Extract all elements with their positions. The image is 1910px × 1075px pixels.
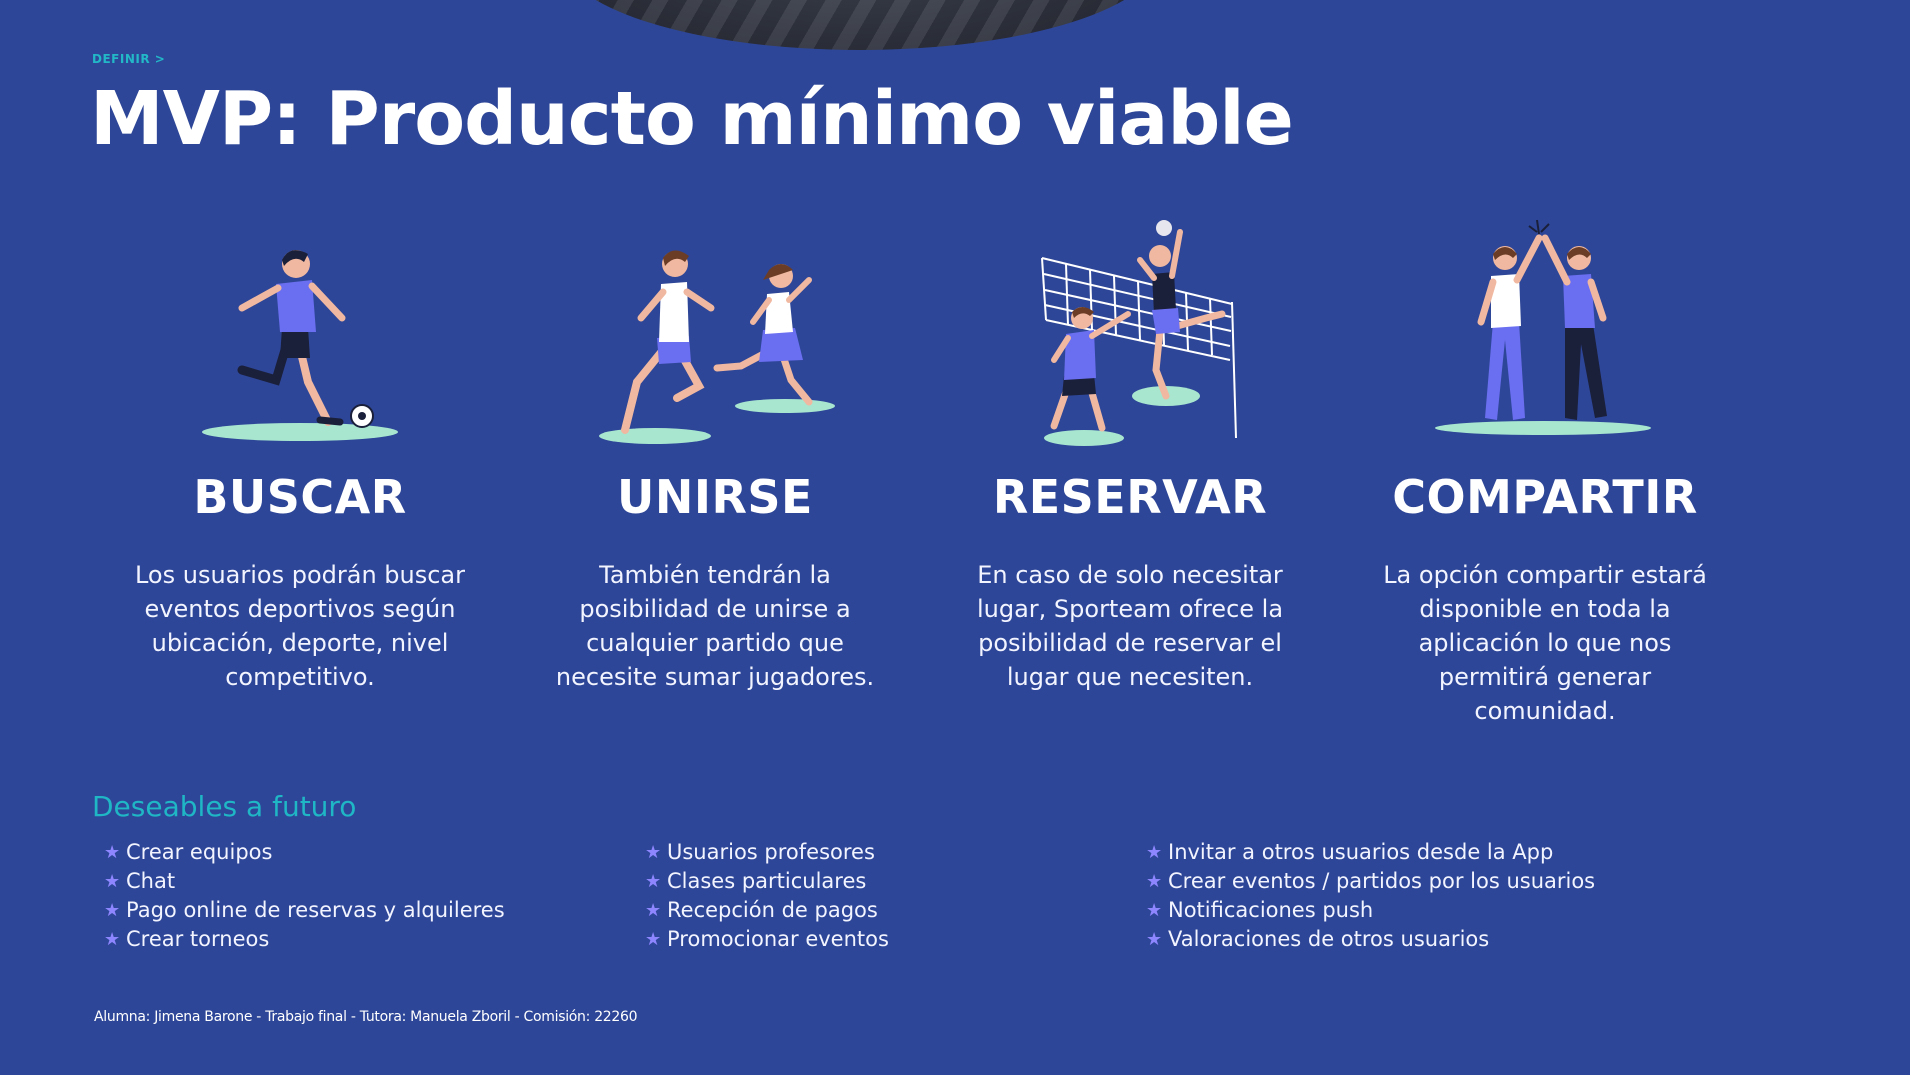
feature-compartir: COMPARTIR La opción compartir estará dis…: [1355, 210, 1735, 728]
feature-title: UNIRSE: [617, 470, 813, 524]
list-item-label: Pago online de reservas y alquileres: [126, 898, 505, 922]
wishlist-column-3: ★ Invitar a otros usuarios desde la App ★…: [1146, 838, 1595, 954]
star-icon: ★: [1146, 842, 1163, 863]
feature-buscar: BUSCAR Los usuarios podrán buscar evento…: [110, 210, 490, 694]
feature-title: BUSCAR: [193, 470, 407, 524]
list-item-label: Invitar a otros usuarios desde la App: [1168, 840, 1554, 864]
list-item-label: Recepción de pagos: [667, 898, 878, 922]
feature-unirse: UNIRSE También tendrán la posibilidad de…: [525, 210, 905, 694]
feature-title: RESERVAR: [992, 470, 1268, 524]
list-item-label: Clases particulares: [667, 869, 867, 893]
star-icon: ★: [104, 900, 121, 921]
star-icon: ★: [1146, 871, 1163, 892]
list-item: ★ Chat: [104, 867, 505, 896]
list-item: ★ Crear torneos: [104, 925, 505, 954]
footer-credits: Alumna: Jimena Barone - Trabajo final - …: [94, 1009, 638, 1025]
list-item: ★ Usuarios profesores: [645, 838, 889, 867]
list-item-label: Promocionar eventos: [667, 927, 889, 951]
runners-illustration: [599, 250, 835, 444]
star-icon: ★: [104, 871, 121, 892]
wishlist-column-1: ★ Crear equipos ★ Chat ★ Pago online de res…: [104, 838, 505, 954]
list-item: ★ Clases particulares: [645, 867, 889, 896]
list-item-label: Crear eventos / partidos por los usuario…: [1168, 869, 1596, 893]
feature-description: La opción compartir estará disponible en…: [1383, 561, 1707, 725]
wishlist-title: Deseables a futuro: [92, 790, 357, 823]
list-item: ★ Invitar a otros usuarios desde la App: [1146, 838, 1595, 867]
volleyball-illustration: [1041, 220, 1237, 446]
feature-description: Los usuarios podrán buscar eventos depor…: [134, 561, 466, 691]
star-icon: ★: [645, 900, 662, 921]
list-item-label: Chat: [126, 869, 176, 893]
list-item: ★ Pago online de reservas y alquileres: [104, 896, 505, 925]
star-icon: ★: [1146, 929, 1163, 950]
list-item: ★ Crear equipos: [104, 838, 505, 867]
star-icon: ★: [645, 929, 662, 950]
star-icon: ★: [645, 842, 662, 863]
list-item: ★ Notificaciones push: [1146, 896, 1595, 925]
header-photo: [560, 0, 1160, 50]
star-icon: ★: [104, 929, 121, 950]
feature-reservar: RESERVAR En caso de solo necesitar lugar…: [940, 210, 1320, 694]
list-item: ★ Promocionar eventos: [645, 925, 889, 954]
list-item-label: Notificaciones push: [1168, 898, 1374, 922]
list-item-label: Valoraciones de otros usuarios: [1168, 927, 1490, 951]
list-item-label: Crear torneos: [126, 927, 270, 951]
list-item: ★ Recepción de pagos: [645, 896, 889, 925]
list-item-label: Crear equipos: [126, 840, 273, 864]
section-breadcrumb: DEFINIR >: [92, 52, 166, 66]
list-item-label: Usuarios profesores: [667, 840, 875, 864]
feature-description: En caso de solo necesitar lugar, Sportea…: [976, 561, 1284, 691]
feature-title: COMPARTIR: [1392, 470, 1698, 524]
star-icon: ★: [1146, 900, 1163, 921]
list-item: ★ Crear eventos / partidos por los usuari…: [1146, 867, 1595, 896]
page-title: MVP: Producto mínimo viable: [90, 76, 1294, 162]
feature-description: También tendrán la posibilidad de unirse…: [555, 561, 875, 691]
high-five-illustration: [1435, 219, 1651, 435]
star-icon: ★: [104, 842, 121, 863]
list-item: ★ Valoraciones de otros usuarios: [1146, 925, 1595, 954]
feature-row: BUSCAR Los usuarios podrán buscar evento…: [0, 210, 1910, 725]
wishlist-column-2: ★ Usuarios profesores ★ Clases particulare…: [645, 838, 889, 954]
star-icon: ★: [645, 871, 662, 892]
soccer-player-illustration: [202, 250, 398, 441]
